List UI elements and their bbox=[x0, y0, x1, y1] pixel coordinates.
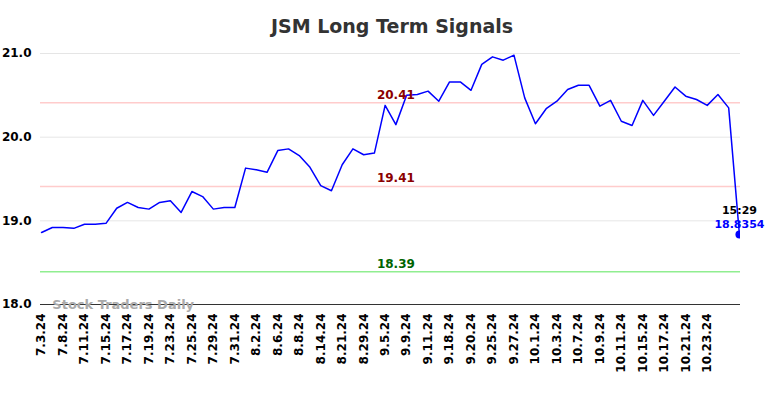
svg-text:18.39: 18.39 bbox=[377, 257, 415, 271]
svg-text:8.6.24: 8.6.24 bbox=[271, 314, 285, 357]
svg-text:8.8.24: 8.8.24 bbox=[292, 314, 306, 357]
svg-text:7.15.24: 7.15.24 bbox=[99, 314, 113, 365]
svg-text:7.8.24: 7.8.24 bbox=[56, 314, 70, 357]
svg-text:9.27.24: 9.27.24 bbox=[507, 314, 521, 365]
html-text:JSM Long Term Signals: JSM Long Term Signals bbox=[270, 15, 514, 37]
svg-text:15:29: 15:29 bbox=[722, 204, 757, 217]
svg-text:7.25.24: 7.25.24 bbox=[185, 314, 199, 365]
svg-text:10.7.24: 10.7.24 bbox=[571, 314, 585, 365]
svg-text:10.1.24: 10.1.24 bbox=[528, 314, 542, 365]
svg-text:20.0: 20.0 bbox=[2, 130, 32, 144]
svg-text:10.9.24: 10.9.24 bbox=[593, 314, 607, 365]
svg-text:10.21.24: 10.21.24 bbox=[679, 314, 693, 373]
svg-text:10.17.24: 10.17.24 bbox=[657, 314, 671, 373]
svg-text:9.9.24: 9.9.24 bbox=[399, 314, 413, 357]
svg-text:9.20.24: 9.20.24 bbox=[464, 314, 478, 365]
svg-text:18.8354: 18.8354 bbox=[714, 218, 764, 231]
svg-text:10.15.24: 10.15.24 bbox=[636, 314, 650, 373]
svg-text:20.41: 20.41 bbox=[377, 88, 415, 102]
svg-text:7.19.24: 7.19.24 bbox=[142, 314, 156, 365]
svg-text:10.3.24: 10.3.24 bbox=[550, 314, 564, 365]
svg-text:7.29.24: 7.29.24 bbox=[206, 314, 220, 365]
svg-text:7.23.24: 7.23.24 bbox=[163, 314, 177, 365]
svg-text:19.0: 19.0 bbox=[2, 214, 32, 228]
svg-text:10.11.24: 10.11.24 bbox=[614, 314, 628, 373]
svg-text:9.11.24: 9.11.24 bbox=[421, 314, 435, 365]
svg-text:10.23.24: 10.23.24 bbox=[700, 314, 714, 373]
svg-text:18.0: 18.0 bbox=[2, 297, 32, 311]
svg-text:8.2.24: 8.2.24 bbox=[249, 314, 263, 357]
svg-text:Stock Traders Daily: Stock Traders Daily bbox=[52, 297, 194, 312]
svg-text:7.3.24: 7.3.24 bbox=[34, 314, 48, 357]
svg-text:7.11.24: 7.11.24 bbox=[77, 314, 91, 365]
svg-text:9.25.24: 9.25.24 bbox=[485, 314, 499, 365]
svg-text:19.41: 19.41 bbox=[377, 171, 415, 185]
svg-text:21.0: 21.0 bbox=[2, 46, 32, 60]
svg-text:9.5.24: 9.5.24 bbox=[378, 314, 392, 357]
svg-text:9.18.24: 9.18.24 bbox=[442, 314, 456, 365]
svg-text:8.29.24: 8.29.24 bbox=[356, 314, 370, 365]
svg-text:8.21.24: 8.21.24 bbox=[335, 314, 349, 365]
svg-text:8.14.24: 8.14.24 bbox=[314, 314, 328, 365]
svg-text:7.31.24: 7.31.24 bbox=[228, 314, 242, 365]
svg-text:7.17.24: 7.17.24 bbox=[120, 314, 134, 365]
